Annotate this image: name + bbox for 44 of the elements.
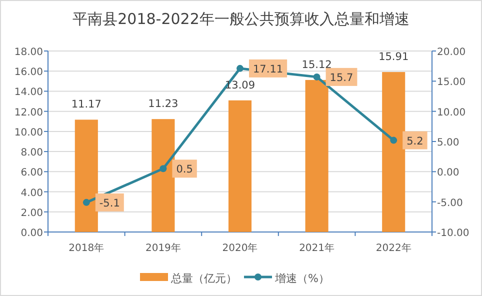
x-tick-label: 2021年 — [299, 242, 335, 254]
point — [160, 165, 167, 172]
bar — [305, 80, 328, 232]
y-tick-label: 8.00 — [20, 148, 43, 159]
y-tick-label: 14.00 — [14, 87, 43, 98]
data-label: 11.17 — [71, 98, 102, 111]
data-label: 11.23 — [148, 98, 178, 110]
y2-tick-label: 10.00 — [437, 107, 466, 118]
y-tick-label: 4.00 — [20, 188, 43, 199]
data-label: 17.11 — [253, 63, 284, 76]
point — [390, 136, 398, 144]
bar — [152, 119, 175, 232]
y-tick-label: 0.00 — [20, 228, 43, 239]
data-label: 15.7 — [330, 72, 354, 84]
bar — [74, 120, 98, 232]
y-tick-label: 18.00 — [14, 47, 43, 58]
data-label: 15.12 — [302, 58, 332, 71]
y-tick-label: 12.00 — [14, 107, 43, 118]
data-label: 0.5 — [176, 164, 193, 176]
y2-tick-label: 20.00 — [437, 47, 466, 58]
data-label: 5.2 — [406, 135, 424, 148]
y-tick-label: 2.00 — [20, 208, 43, 219]
legend-label: 总量（亿元） — [170, 272, 237, 285]
y2-tick-label: -10.00 — [437, 228, 470, 239]
y-tick-label: 16.00 — [14, 67, 43, 78]
point — [313, 73, 320, 80]
y2-tick-label: 0.00 — [437, 168, 460, 179]
bar — [382, 72, 406, 232]
bar — [228, 100, 252, 232]
x-tick-label: 2022年 — [376, 242, 412, 254]
y2-tick-label: 15.00 — [437, 77, 466, 88]
y2-tick-label: -5.00 — [437, 198, 463, 209]
y2-tick-label: 5.00 — [437, 138, 460, 148]
point — [236, 64, 244, 72]
x-tick-label: 2018年 — [68, 242, 104, 254]
data-label: 15.91 — [378, 51, 409, 64]
data-label: -5.1 — [99, 197, 120, 210]
point — [82, 198, 90, 206]
chart-title: 平南县2018-2022年一般公共预算收入总量和增速 — [72, 10, 410, 28]
y-tick-label: 10.00 — [14, 127, 43, 138]
x-tick-label: 2020年 — [222, 242, 258, 254]
y-tick-label: 6.00 — [20, 168, 43, 179]
x-tick-label: 2019年 — [145, 242, 181, 254]
legend-label: 增速（%） — [274, 272, 330, 285]
